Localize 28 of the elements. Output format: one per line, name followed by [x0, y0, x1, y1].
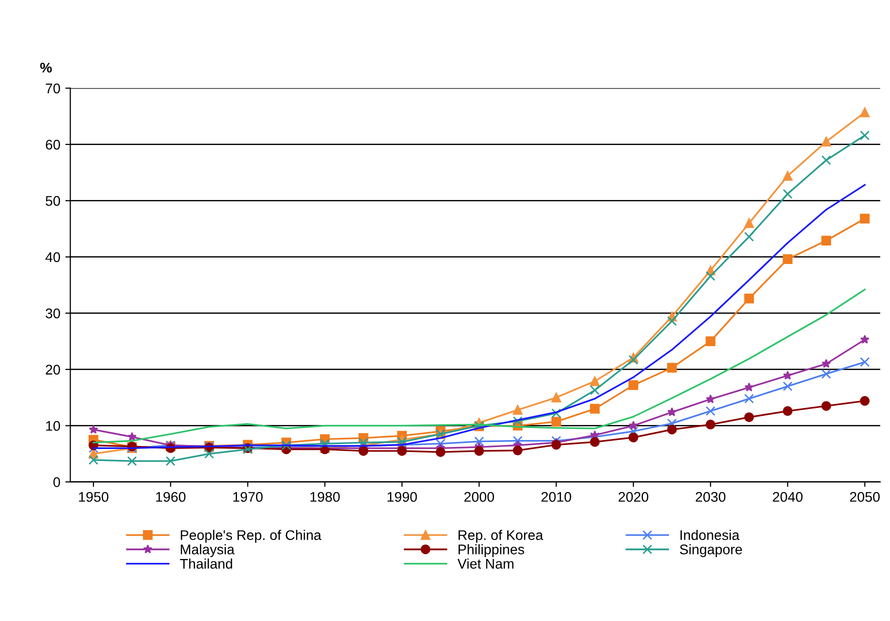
x-tick-label: 1960: [156, 492, 186, 502]
x-tick-label: 1990: [388, 492, 417, 502]
x-tick-label: 1950: [79, 492, 108, 502]
legend-label: Indonesia: [680, 530, 740, 540]
x-tick-label: 2000: [464, 492, 494, 502]
x-tick-label: 2040: [772, 492, 803, 502]
y-tick-label: 60: [46, 140, 60, 150]
x-tick-label: 2010: [542, 492, 572, 502]
y-axis-title: %: [40, 62, 52, 73]
x-tick-label: 2030: [696, 492, 726, 502]
x-tick-label: 1970: [233, 492, 263, 502]
y-tick-label: 40: [45, 252, 60, 262]
y-tick-label: 30: [46, 308, 60, 318]
legend-label: Thailand: [180, 558, 232, 569]
y-tick-label: 50: [46, 196, 60, 206]
legend-label: Singapore: [680, 544, 742, 558]
legend-label: Philippines: [458, 544, 524, 558]
legend-label: Viet Nam: [458, 558, 514, 569]
x-tick-label: 1980: [310, 492, 340, 502]
legend-label: Malaysia: [180, 544, 235, 558]
y-tick-label: 10: [46, 420, 60, 431]
y-tick-label: 0: [53, 477, 60, 488]
legend-label: Rep. of Korea: [458, 530, 544, 543]
legend-label: People's Rep. of China: [180, 530, 322, 543]
x-tick-label: 2020: [618, 492, 648, 502]
x-tick-label: 2050: [850, 492, 880, 502]
y-tick-label: 70: [46, 84, 60, 94]
y-tick-label: 20: [46, 364, 60, 375]
